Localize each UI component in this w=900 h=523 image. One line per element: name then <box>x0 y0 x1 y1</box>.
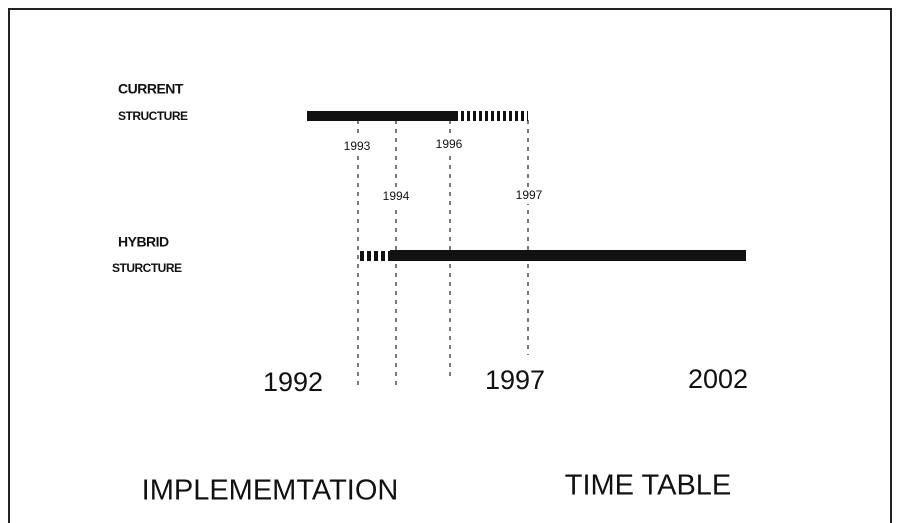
label-bg <box>340 138 376 154</box>
axis-label: 2002 <box>688 364 748 394</box>
year-marker: 1994 <box>383 189 410 203</box>
label-bg <box>377 189 415 205</box>
axis-label: 1997 <box>485 365 545 395</box>
title: TIME TABLE <box>565 470 732 502</box>
row-label: STRUCTURE <box>118 109 188 123</box>
row-label: CURRENT <box>118 81 184 97</box>
year-marker: 1996 <box>436 137 463 151</box>
frame <box>8 8 892 523</box>
row-label: STURCTURE <box>112 261 182 275</box>
bar-solid <box>390 250 746 261</box>
row-label: HYBRID <box>118 234 169 250</box>
title: IMPLEMEMTATION <box>142 475 399 507</box>
bar-solid <box>307 111 455 121</box>
label-bg <box>510 188 548 204</box>
year-marker: 1997 <box>516 188 543 202</box>
axis-label: 1992 <box>263 367 323 397</box>
year-marker: 1993 <box>344 139 371 153</box>
label-bg <box>431 137 469 153</box>
